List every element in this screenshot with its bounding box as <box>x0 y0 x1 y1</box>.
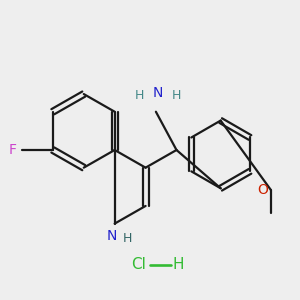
Text: N: N <box>106 229 117 243</box>
Text: H: H <box>172 89 181 102</box>
Text: F: F <box>9 143 16 157</box>
Text: N: N <box>152 85 163 100</box>
Text: H: H <box>122 232 132 245</box>
Text: O: O <box>257 183 268 197</box>
Text: Cl: Cl <box>131 257 146 272</box>
Text: H: H <box>135 89 144 102</box>
Text: H: H <box>173 257 184 272</box>
